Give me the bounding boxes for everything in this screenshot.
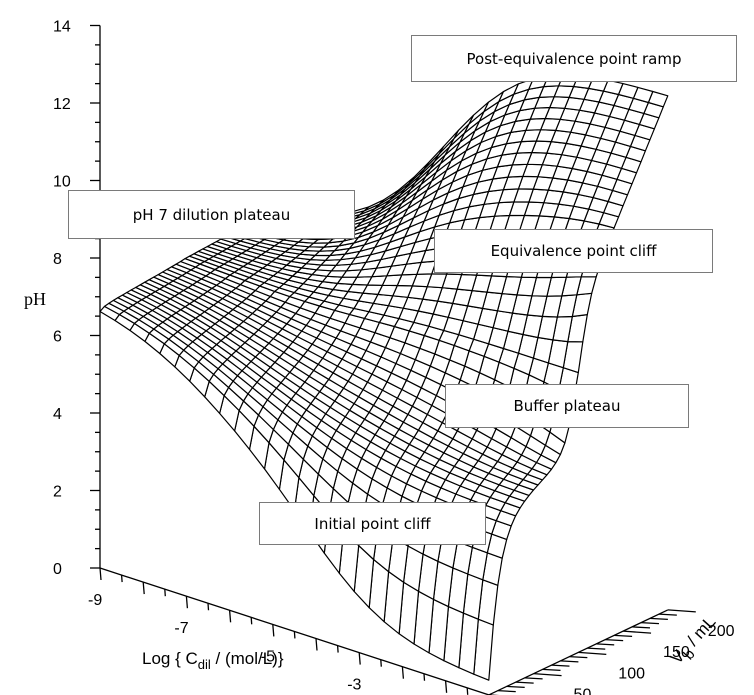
y-minor-tick bbox=[605, 639, 624, 642]
x-major-tick bbox=[444, 680, 448, 693]
x-minor-tick bbox=[466, 687, 469, 695]
y-minor-tick bbox=[506, 685, 525, 689]
x-axis-title: Log { Cdil / (mol/L)} bbox=[142, 649, 284, 672]
y-minor-tick bbox=[515, 681, 534, 684]
annotation-buffer-plateau: Buffer plateau bbox=[445, 384, 689, 428]
x-tick-label: -3 bbox=[347, 677, 361, 694]
y-major-tick bbox=[623, 630, 652, 634]
y-tick-label: 150 bbox=[663, 644, 690, 661]
x-minor-tick bbox=[423, 673, 426, 681]
y-minor-tick bbox=[587, 647, 606, 650]
annotation-initial-cliff: Initial point cliff bbox=[259, 502, 486, 545]
z-tick-label: 2 bbox=[53, 484, 62, 501]
z-tick-label: 10 bbox=[53, 174, 71, 191]
x-tick-label: -5 bbox=[261, 648, 275, 665]
x-major-tick bbox=[401, 666, 405, 679]
y-minor-tick bbox=[640, 622, 659, 625]
x-tick-label: -9 bbox=[88, 592, 102, 609]
y-minor-tick bbox=[614, 634, 633, 638]
z-tick-label: 14 bbox=[53, 19, 71, 36]
y-minor-tick bbox=[542, 668, 561, 672]
x-major-tick bbox=[315, 638, 318, 651]
y-major-tick bbox=[667, 609, 696, 613]
y-minor-tick bbox=[560, 660, 579, 663]
x-minor-tick bbox=[164, 589, 166, 597]
annotation-dilution-plateau: pH 7 dilution plateau bbox=[68, 190, 355, 239]
y-minor-tick bbox=[524, 677, 543, 680]
y-minor-tick bbox=[631, 626, 651, 629]
y-tick-label: 50 bbox=[574, 687, 592, 695]
z-axis-title: pH bbox=[24, 289, 46, 309]
x-major-tick bbox=[142, 582, 145, 595]
annotation-post-equivalence: Post-equivalence point ramp bbox=[411, 35, 737, 82]
y-minor-tick bbox=[649, 617, 668, 621]
axes bbox=[90, 24, 696, 695]
x-major-tick bbox=[358, 652, 361, 665]
y-axis-title: Vb / mL bbox=[667, 612, 724, 671]
y-minor-tick bbox=[596, 643, 615, 646]
y-minor-tick bbox=[658, 613, 677, 616]
z-tick-label: 6 bbox=[53, 329, 62, 346]
surface-mesh bbox=[99, 74, 669, 681]
y-major-tick bbox=[578, 651, 607, 656]
x-minor-tick bbox=[380, 659, 382, 667]
annotation-equivalence-cliff: Equivalence point cliff bbox=[434, 229, 713, 273]
y-tick-label: 100 bbox=[618, 665, 645, 682]
x-minor-tick bbox=[207, 603, 210, 611]
y-major-tick bbox=[533, 673, 562, 677]
y-tick-label: 200 bbox=[708, 623, 735, 640]
z-tick-label: 8 bbox=[53, 251, 62, 268]
x-tick-label: -7 bbox=[174, 620, 188, 637]
z-tick-label: 0 bbox=[53, 561, 62, 578]
z-tick-label: 4 bbox=[53, 406, 62, 423]
y-minor-tick bbox=[497, 690, 516, 693]
y-minor-tick bbox=[569, 656, 588, 659]
z-tick-label: 12 bbox=[53, 96, 71, 113]
x-minor-tick bbox=[336, 645, 339, 653]
x-minor-tick bbox=[120, 575, 123, 583]
x-major-tick bbox=[272, 624, 275, 637]
x-minor-tick bbox=[250, 617, 253, 625]
x-major-tick bbox=[185, 596, 189, 609]
y-minor-tick bbox=[551, 664, 570, 667]
x-major-tick bbox=[99, 567, 102, 581]
x-minor-tick bbox=[293, 631, 296, 639]
x-major-tick bbox=[228, 610, 232, 623]
